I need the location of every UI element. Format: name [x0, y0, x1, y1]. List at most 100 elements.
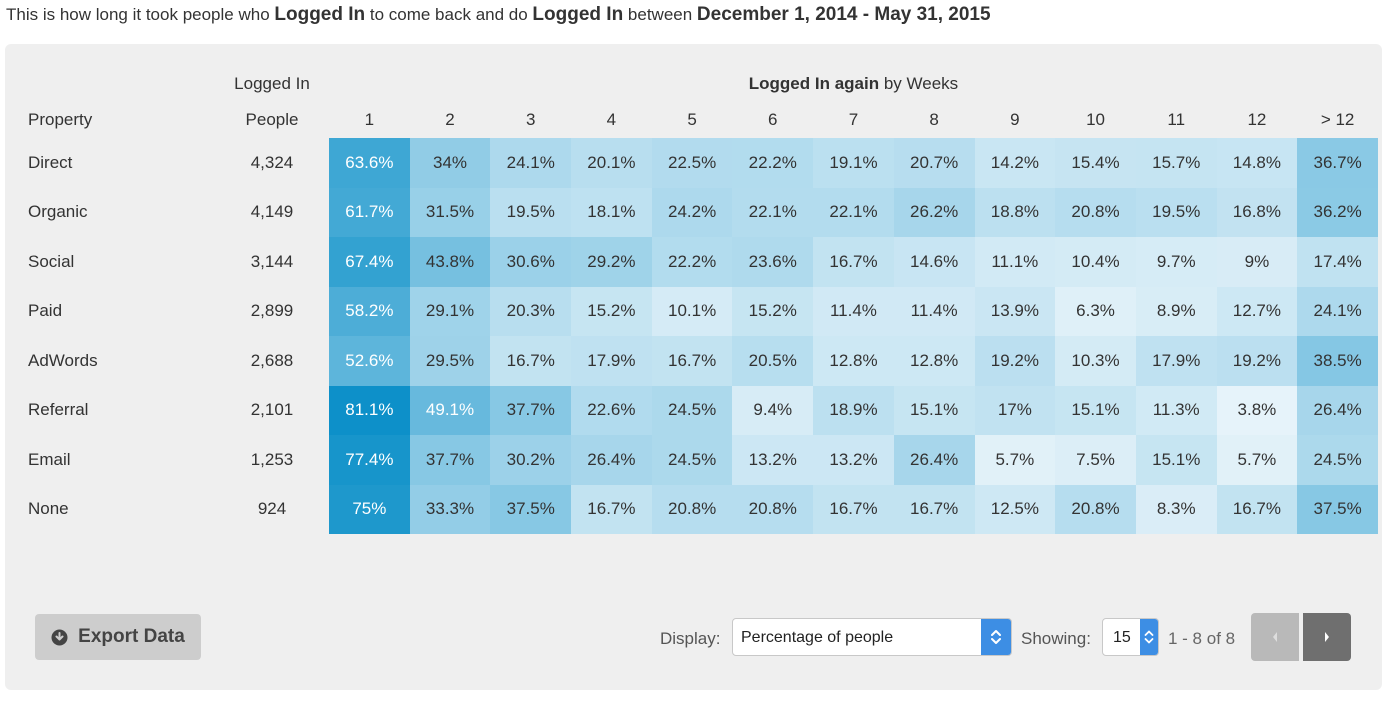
- retention-cell[interactable]: 5.7%: [1216, 435, 1298, 485]
- retention-cell[interactable]: 20.3%: [490, 286, 572, 336]
- retention-cell[interactable]: 7.5%: [1055, 435, 1136, 485]
- retention-cell[interactable]: 36.2%: [1297, 187, 1378, 237]
- retention-cell[interactable]: 15.7%: [1135, 138, 1217, 188]
- retention-cell[interactable]: 16.7%: [490, 336, 572, 386]
- retention-cell[interactable]: 37.5%: [1297, 484, 1378, 534]
- retention-cell[interactable]: 77.4%: [329, 435, 410, 485]
- export-data-button[interactable]: Export Data: [35, 614, 201, 660]
- retention-cell[interactable]: 9.4%: [732, 385, 814, 435]
- retention-cell[interactable]: 22.2%: [651, 237, 733, 287]
- retention-cell[interactable]: 24.1%: [1297, 286, 1378, 336]
- retention-cell[interactable]: 15.1%: [1055, 385, 1136, 435]
- retention-cell[interactable]: 31.5%: [409, 187, 491, 237]
- retention-cell[interactable]: 29.5%: [409, 336, 491, 386]
- retention-cell[interactable]: 26.2%: [893, 187, 975, 237]
- retention-cell[interactable]: 15.4%: [1055, 138, 1136, 188]
- retention-cell[interactable]: 34%: [409, 138, 491, 188]
- retention-cell[interactable]: 15.2%: [732, 286, 814, 336]
- retention-cell[interactable]: 16.7%: [813, 484, 894, 534]
- retention-cell[interactable]: 36.7%: [1297, 138, 1378, 188]
- retention-cell[interactable]: 20.7%: [893, 138, 975, 188]
- retention-cell[interactable]: 20.1%: [571, 138, 652, 188]
- retention-cell[interactable]: 22.1%: [732, 187, 814, 237]
- column-header-week[interactable]: 1: [364, 110, 375, 129]
- retention-cell[interactable]: 30.6%: [490, 237, 572, 287]
- retention-cell[interactable]: 11.4%: [893, 286, 975, 336]
- previous-page-button[interactable]: [1251, 613, 1299, 661]
- retention-cell[interactable]: 13.2%: [732, 435, 814, 485]
- retention-cell[interactable]: 37.7%: [490, 385, 572, 435]
- column-header-people[interactable]: People: [245, 110, 299, 129]
- retention-cell[interactable]: 13.9%: [974, 286, 1056, 336]
- retention-cell[interactable]: 16.7%: [893, 484, 975, 534]
- retention-cell[interactable]: 17.9%: [571, 336, 652, 386]
- retention-cell[interactable]: 20.8%: [1055, 484, 1136, 534]
- retention-cell[interactable]: 12.7%: [1216, 286, 1298, 336]
- retention-cell[interactable]: 13.2%: [813, 435, 894, 485]
- retention-cell[interactable]: 17%: [974, 385, 1056, 435]
- retention-cell[interactable]: 20.5%: [732, 336, 814, 386]
- retention-cell[interactable]: 12.8%: [813, 336, 894, 386]
- retention-cell[interactable]: 3.8%: [1216, 385, 1298, 435]
- retention-cell[interactable]: 30.2%: [490, 435, 572, 485]
- column-header-week[interactable]: 10: [1086, 110, 1105, 129]
- column-header-week[interactable]: 5: [687, 110, 697, 129]
- retention-cell[interactable]: 5.7%: [974, 435, 1056, 485]
- retention-cell[interactable]: 17.4%: [1297, 237, 1378, 287]
- retention-cell[interactable]: 24.5%: [1297, 435, 1378, 485]
- retention-cell[interactable]: 58.2%: [329, 286, 410, 336]
- next-page-button[interactable]: [1303, 613, 1351, 661]
- column-header-week[interactable]: > 12: [1320, 110, 1355, 129]
- retention-cell[interactable]: 23.6%: [732, 237, 814, 287]
- retention-cell[interactable]: 29.1%: [409, 286, 491, 336]
- retention-cell[interactable]: 43.8%: [409, 237, 491, 287]
- retention-cell[interactable]: 16.7%: [571, 484, 652, 534]
- retention-cell[interactable]: 10.4%: [1055, 237, 1136, 287]
- rows-per-page-select[interactable]: 15: [1102, 618, 1159, 656]
- retention-cell[interactable]: 14.8%: [1216, 138, 1298, 188]
- retention-cell[interactable]: 8.3%: [1135, 484, 1217, 534]
- retention-cell[interactable]: 11.3%: [1135, 385, 1217, 435]
- retention-cell[interactable]: 22.1%: [813, 187, 894, 237]
- retention-cell[interactable]: 24.5%: [651, 435, 733, 485]
- retention-cell[interactable]: 8.9%: [1135, 286, 1217, 336]
- column-header-week[interactable]: 2: [445, 110, 455, 129]
- retention-cell[interactable]: 22.6%: [571, 385, 652, 435]
- display-select[interactable]: Percentage of people: [732, 618, 1012, 656]
- retention-cell[interactable]: 22.2%: [732, 138, 814, 188]
- retention-cell[interactable]: 9%: [1216, 237, 1298, 287]
- retention-cell[interactable]: 24.2%: [651, 187, 733, 237]
- retention-cell[interactable]: 19.5%: [490, 187, 572, 237]
- retention-cell[interactable]: 20.8%: [651, 484, 733, 534]
- retention-cell[interactable]: 81.1%: [329, 385, 410, 435]
- retention-cell[interactable]: 10.3%: [1055, 336, 1136, 386]
- retention-cell[interactable]: 15.1%: [893, 385, 975, 435]
- column-header-week[interactable]: 9: [1010, 110, 1020, 129]
- retention-cell[interactable]: 22.5%: [651, 138, 733, 188]
- column-header-week[interactable]: 12: [1247, 110, 1267, 129]
- retention-cell[interactable]: 37.5%: [490, 484, 572, 534]
- retention-cell[interactable]: 37.7%: [409, 435, 491, 485]
- retention-cell[interactable]: 11.1%: [974, 237, 1056, 287]
- column-header-week[interactable]: 7: [848, 110, 859, 129]
- retention-cell[interactable]: 18.8%: [974, 187, 1056, 237]
- column-header-property[interactable]: Property: [28, 110, 93, 129]
- retention-cell[interactable]: 16.7%: [813, 237, 894, 287]
- retention-cell[interactable]: 75%: [329, 484, 410, 534]
- retention-cell[interactable]: 18.1%: [571, 187, 652, 237]
- retention-cell[interactable]: 6.3%: [1055, 286, 1136, 336]
- column-header-week[interactable]: 8: [929, 110, 939, 129]
- retention-cell[interactable]: 61.7%: [329, 187, 410, 237]
- retention-cell[interactable]: 16.8%: [1216, 187, 1298, 237]
- retention-cell[interactable]: 20.8%: [1055, 187, 1136, 237]
- retention-cell[interactable]: 26.4%: [1297, 385, 1378, 435]
- retention-cell[interactable]: 14.6%: [893, 237, 975, 287]
- retention-cell[interactable]: 11.4%: [813, 286, 894, 336]
- retention-cell[interactable]: 18.9%: [813, 385, 894, 435]
- retention-cell[interactable]: 16.7%: [1216, 484, 1298, 534]
- retention-cell[interactable]: 33.3%: [409, 484, 491, 534]
- retention-cell[interactable]: 15.2%: [571, 286, 652, 336]
- retention-cell[interactable]: 9.7%: [1135, 237, 1217, 287]
- retention-cell[interactable]: 49.1%: [409, 385, 491, 435]
- column-header-week[interactable]: 11: [1167, 110, 1186, 129]
